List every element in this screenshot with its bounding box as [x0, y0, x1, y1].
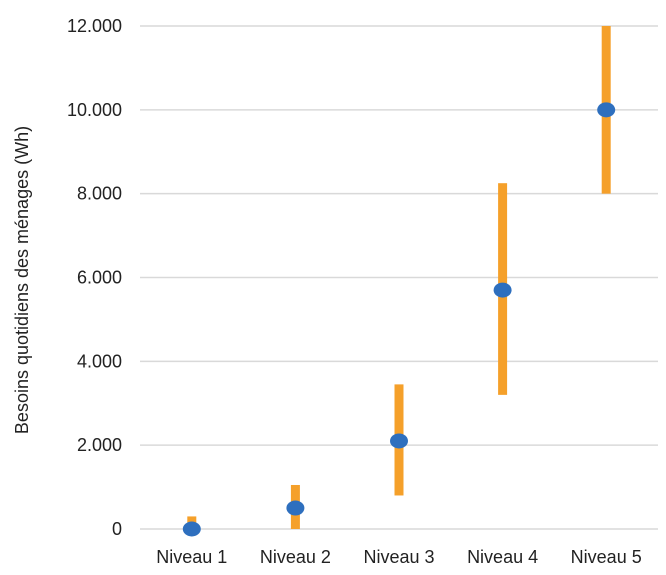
- data-point: [390, 433, 408, 449]
- data-point: [286, 500, 305, 516]
- category-label: Niveau 4: [467, 547, 538, 567]
- category-label: Niveau 5: [571, 547, 642, 567]
- y-tick-labels: 0 2.000 4.000 6.000 8.000 10.000 12.000: [67, 16, 122, 539]
- y-tick-label: 8.000: [77, 184, 122, 204]
- y-tick-label: 4.000: [77, 351, 122, 371]
- y-tick-label: 10.000: [67, 100, 122, 120]
- category-labels: Niveau 1 Niveau 2 Niveau 3 Niveau 4 Niveau 5: [156, 547, 641, 567]
- gridlines: [140, 25, 658, 530]
- y-axis-title: Besoins quotidiens des ménages (Wh): [12, 126, 32, 434]
- data-point: [493, 282, 512, 298]
- data-point: [597, 102, 616, 118]
- category-label: Niveau 3: [363, 547, 434, 567]
- y-tick-label: 0: [112, 519, 122, 539]
- category-label: Niveau 2: [260, 547, 331, 567]
- data-point: [182, 521, 201, 537]
- y-tick-label: 6.000: [77, 268, 122, 288]
- y-tick-label: 2.000: [77, 435, 122, 455]
- category-label: Niveau 1: [156, 547, 227, 567]
- y-tick-label: 12.000: [67, 16, 122, 36]
- data-points: [182, 102, 616, 537]
